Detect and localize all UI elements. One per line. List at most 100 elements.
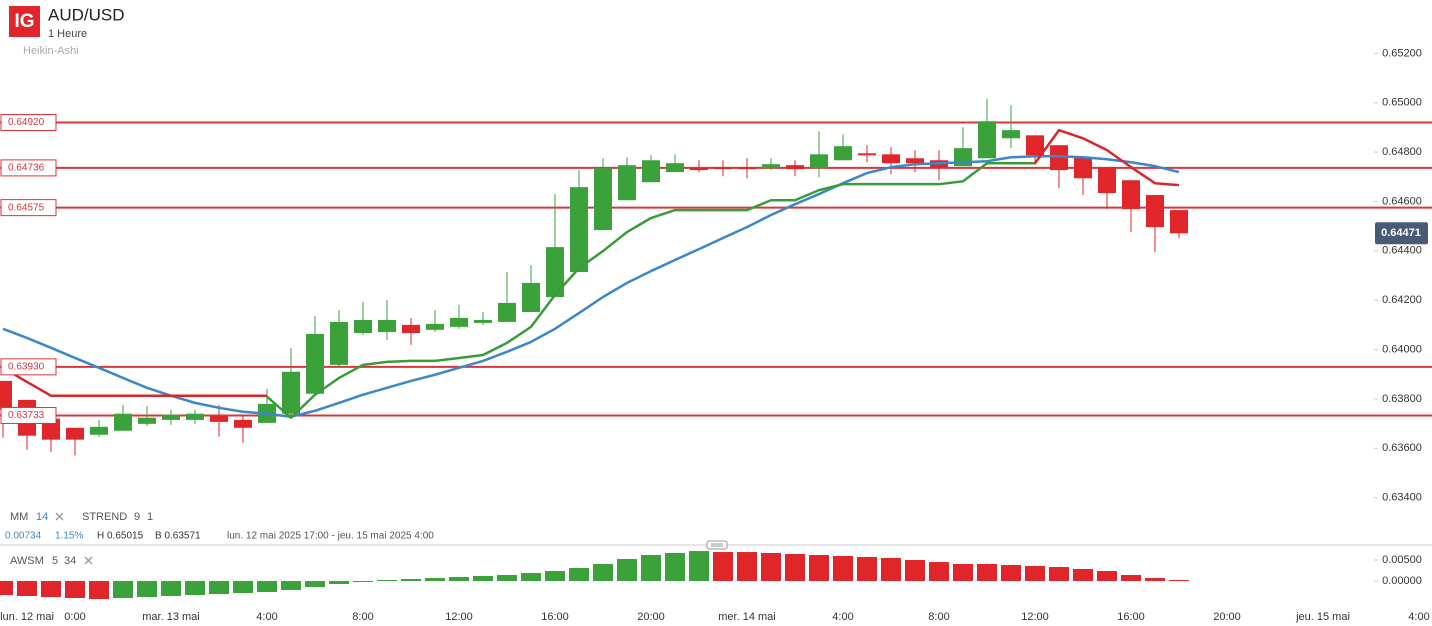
oscillator-bar bbox=[185, 581, 205, 596]
candle-body bbox=[354, 319, 372, 334]
y-tick-label: 0.64000 bbox=[1382, 343, 1422, 355]
oscillator-bar bbox=[977, 564, 997, 582]
candle-body bbox=[474, 319, 492, 323]
oscillator-bar bbox=[785, 554, 805, 582]
oscillator-bar bbox=[161, 581, 181, 597]
x-tick-label: 0:00 bbox=[64, 611, 85, 623]
y-tick-label: 0.64400 bbox=[1382, 245, 1422, 257]
oscillator-bar bbox=[857, 557, 877, 582]
logo: IG bbox=[14, 11, 34, 32]
level-label: 0.64920 bbox=[8, 117, 45, 128]
chart-subtitle: 1 Heure bbox=[48, 28, 87, 40]
oscillator-bar bbox=[929, 562, 949, 582]
y-tick-label: 0.63800 bbox=[1382, 393, 1422, 405]
y-tick-label: 0.00000 bbox=[1382, 575, 1422, 587]
remove-icon[interactable] bbox=[55, 512, 64, 521]
low: B 0.63571 bbox=[155, 531, 201, 542]
remove-icon[interactable] bbox=[84, 556, 93, 565]
oscillator-param: 5 bbox=[52, 555, 58, 567]
candle-body bbox=[210, 415, 228, 422]
oscillator-bar bbox=[401, 578, 421, 582]
candle-body bbox=[786, 165, 804, 170]
x-tick-label: 12:00 bbox=[445, 611, 473, 623]
oscillator-bar bbox=[521, 573, 541, 582]
candle-body bbox=[330, 321, 348, 365]
x-tick-label: 4:00 bbox=[1408, 611, 1429, 623]
oscillator-bar bbox=[473, 576, 493, 582]
oscillator-bar bbox=[665, 552, 685, 582]
oscillator-bar bbox=[545, 571, 565, 582]
level-label-box bbox=[0, 406, 57, 424]
oscillator-bar bbox=[281, 581, 301, 591]
oscillator-bar bbox=[809, 555, 829, 582]
x-tick-label: 8:00 bbox=[928, 611, 949, 623]
chart-style: Heikin-Ashi bbox=[23, 45, 79, 57]
oscillator-bar bbox=[761, 552, 781, 582]
candle-body bbox=[498, 302, 516, 322]
candle-body bbox=[282, 371, 300, 414]
last-price-label: 0.64471 bbox=[1381, 227, 1421, 239]
y-tick-label: 0.64600 bbox=[1382, 195, 1422, 207]
indicator-param: 14 bbox=[36, 511, 48, 523]
y-tick-label: 0.63600 bbox=[1382, 442, 1422, 454]
oscillator-bar bbox=[0, 581, 13, 596]
candle-body bbox=[66, 427, 84, 440]
oscillator-bar bbox=[377, 580, 397, 582]
candle-body bbox=[186, 413, 204, 420]
indicator-name: MM bbox=[10, 511, 28, 523]
oscillator-bar bbox=[833, 556, 853, 582]
change-pct: 1.15% bbox=[55, 531, 83, 542]
indicator-param: 1 bbox=[147, 511, 153, 523]
indicator-line bbox=[2, 155, 1180, 418]
oscillator-bar bbox=[137, 581, 157, 598]
candle-body bbox=[882, 154, 900, 164]
change: 0.00734 bbox=[5, 531, 42, 542]
x-tick-label: 4:00 bbox=[256, 611, 277, 623]
x-tick-label: 20:00 bbox=[637, 611, 665, 623]
last-price-tag bbox=[1375, 222, 1428, 245]
pane-handle[interactable] bbox=[706, 540, 728, 550]
oscillator-bar bbox=[353, 581, 373, 583]
logo-box bbox=[9, 6, 40, 37]
y-tick-label: 0.00500 bbox=[1382, 554, 1422, 566]
candle-body bbox=[906, 158, 924, 164]
oscillator-bar bbox=[1025, 566, 1045, 582]
candle-body bbox=[858, 153, 876, 156]
oscillator-bar bbox=[905, 560, 925, 582]
oscillator-bar bbox=[689, 551, 709, 582]
x-tick-label: mer. 14 mai bbox=[718, 611, 775, 623]
oscillator-bar bbox=[329, 581, 349, 584]
y-tick-label: 0.65000 bbox=[1382, 97, 1422, 109]
indicator-name: STREND bbox=[82, 511, 127, 523]
oscillator-bar bbox=[1049, 567, 1069, 582]
oscillator-bar bbox=[641, 555, 661, 582]
indicator-line bbox=[266, 161, 1035, 419]
indicator-param: 9 bbox=[134, 511, 140, 523]
x-tick-label: mar. 13 mai bbox=[142, 611, 199, 623]
candle-body bbox=[114, 413, 132, 431]
oscillator-bar bbox=[1121, 575, 1141, 582]
level-label-box bbox=[0, 199, 57, 217]
candle-body bbox=[1074, 157, 1092, 179]
x-tick-label: lun. 12 mai bbox=[0, 611, 54, 623]
candle-body bbox=[618, 165, 636, 201]
candle-body bbox=[402, 324, 420, 334]
candle-body bbox=[306, 334, 324, 394]
oscillator-bar bbox=[1097, 571, 1117, 582]
oscillator-bar bbox=[1169, 580, 1189, 582]
candle-body bbox=[450, 317, 468, 327]
oscillator-bar bbox=[953, 564, 973, 582]
candle-body bbox=[570, 187, 588, 273]
candle-body bbox=[666, 163, 684, 173]
candle-body bbox=[834, 146, 852, 161]
level-label: 0.63733 bbox=[8, 410, 45, 421]
y-tick-label: 0.63400 bbox=[1382, 492, 1422, 504]
high: H 0.65015 bbox=[97, 531, 144, 542]
x-tick-label: 20:00 bbox=[1213, 611, 1241, 623]
indicator-line bbox=[2, 128, 1180, 397]
candle-body bbox=[714, 167, 732, 170]
y-tick-label: 0.65200 bbox=[1382, 47, 1422, 59]
oscillator-bar bbox=[497, 575, 517, 582]
y-tick-label: 0.64800 bbox=[1382, 146, 1422, 158]
